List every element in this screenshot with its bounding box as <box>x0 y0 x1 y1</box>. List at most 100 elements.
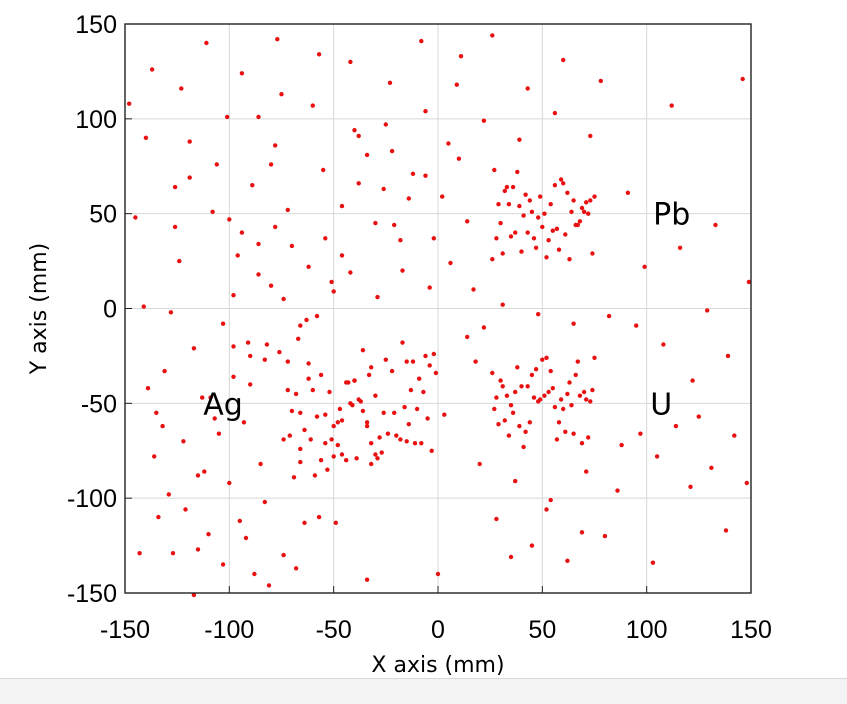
data-point <box>252 571 257 577</box>
data-point <box>517 137 522 142</box>
data-point <box>579 205 585 211</box>
data-point <box>525 384 530 389</box>
data-point <box>406 422 411 427</box>
data-point <box>404 359 409 364</box>
data-point <box>502 188 507 194</box>
data-point <box>220 321 226 326</box>
x-axis-label: X axis (mm) <box>371 653 504 678</box>
data-point <box>554 437 560 442</box>
data-point <box>527 198 532 203</box>
data-point <box>515 365 520 370</box>
data-point <box>508 403 514 408</box>
data-point <box>563 232 568 237</box>
data-point <box>571 198 576 203</box>
data-point <box>302 520 307 525</box>
data-point <box>446 141 451 146</box>
data-point <box>239 230 245 235</box>
data-point <box>214 162 219 167</box>
data-point <box>314 414 320 419</box>
data-point <box>725 353 731 359</box>
data-point <box>565 190 570 195</box>
data-point <box>529 372 535 378</box>
data-point <box>281 552 286 558</box>
data-point <box>187 175 192 180</box>
data-point <box>538 194 543 199</box>
data-point <box>329 437 334 442</box>
data-point <box>575 359 580 364</box>
data-point <box>389 148 395 154</box>
data-point <box>661 342 666 347</box>
data-point <box>546 238 551 243</box>
data-point <box>339 452 345 457</box>
data-point <box>237 518 242 524</box>
data-point <box>625 190 631 195</box>
data-point <box>293 391 299 397</box>
data-point <box>417 376 422 381</box>
data-point <box>335 420 340 425</box>
data-point <box>348 59 353 65</box>
data-point <box>191 592 197 598</box>
data-point <box>638 431 643 436</box>
data-point <box>162 368 167 374</box>
data-point <box>517 203 522 209</box>
data-point <box>504 184 510 190</box>
y-tick-label: -100 <box>67 485 117 513</box>
data-point <box>227 480 232 486</box>
data-point <box>498 220 503 226</box>
data-point <box>567 380 572 385</box>
y-tick-label: -50 <box>81 390 117 418</box>
data-point <box>225 114 230 120</box>
data-point <box>650 560 656 565</box>
annotation-u: U <box>650 387 672 422</box>
data-point <box>248 353 253 359</box>
data-point <box>231 374 236 379</box>
data-point <box>548 497 553 503</box>
data-point <box>602 533 608 539</box>
data-point <box>145 386 151 391</box>
data-point <box>412 441 418 446</box>
y-axis-label: Y axis (mm) <box>27 243 52 376</box>
data-point <box>431 351 436 357</box>
data-point <box>318 372 324 378</box>
data-point <box>677 245 683 250</box>
data-point <box>364 152 370 158</box>
data-point <box>200 395 205 400</box>
data-point <box>408 387 414 393</box>
data-point <box>477 461 482 467</box>
data-point <box>525 86 530 91</box>
data-point <box>392 410 397 415</box>
y-tick-label: -150 <box>67 580 117 608</box>
annotation-pb: Pb <box>653 198 690 233</box>
data-point <box>310 103 315 108</box>
data-point <box>588 133 593 139</box>
data-point <box>210 209 215 214</box>
data-point <box>544 255 549 260</box>
data-point <box>531 395 537 400</box>
data-point <box>245 340 251 345</box>
data-point <box>425 416 430 421</box>
data-point <box>510 410 516 415</box>
data-point <box>550 228 555 233</box>
data-point <box>548 202 553 207</box>
data-point <box>410 171 416 176</box>
data-point <box>525 230 530 235</box>
data-point <box>323 236 328 241</box>
data-point <box>323 441 328 446</box>
data-point <box>387 80 393 86</box>
data-point <box>137 551 142 556</box>
data-point <box>375 456 380 461</box>
data-point <box>573 372 578 378</box>
data-point <box>206 532 211 537</box>
data-point <box>615 488 620 493</box>
x-tick-label: 150 <box>730 616 772 644</box>
data-point <box>364 420 370 425</box>
data-point <box>500 302 505 307</box>
data-point <box>273 224 278 230</box>
data-point <box>331 289 336 294</box>
data-point <box>558 397 564 402</box>
x-tick-label: -150 <box>100 616 150 644</box>
data-point <box>581 389 587 395</box>
data-points <box>127 33 752 598</box>
data-point <box>314 313 320 319</box>
